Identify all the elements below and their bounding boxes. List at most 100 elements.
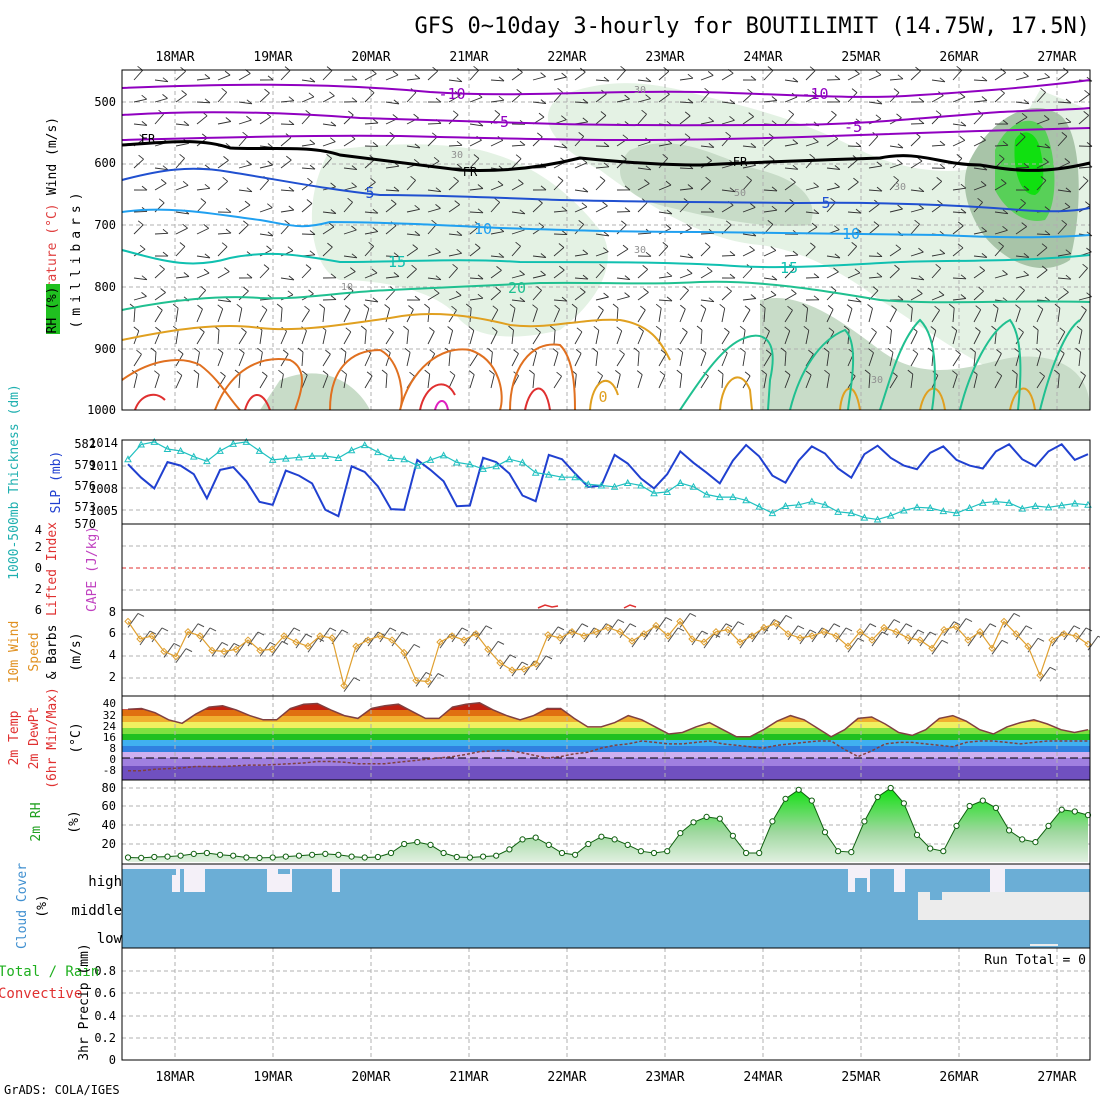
upper-wind-barb bbox=[427, 374, 431, 389]
rh-point bbox=[532, 834, 539, 841]
contour-label: FR bbox=[463, 165, 478, 179]
upper-wind-barb bbox=[658, 211, 672, 215]
wind-barb bbox=[295, 633, 307, 649]
upper-wind-barb bbox=[918, 187, 925, 192]
ytick-label: 6 bbox=[109, 626, 116, 640]
rh-point bbox=[453, 853, 460, 861]
upper-wind-barb bbox=[364, 245, 375, 257]
upper-wind-barb bbox=[1015, 374, 1018, 389]
thickness-point bbox=[347, 446, 356, 454]
wind-barb bbox=[523, 660, 535, 676]
band bbox=[122, 746, 1090, 752]
upper-wind-barb bbox=[241, 327, 247, 333]
contour-label: -10 bbox=[801, 85, 828, 103]
pressure-axis-label: (millibars) bbox=[69, 187, 84, 328]
wind-speed-point bbox=[172, 652, 180, 661]
upper-wind-barb bbox=[603, 76, 610, 82]
upper-wind-barb bbox=[811, 222, 818, 228]
band bbox=[122, 710, 1090, 716]
upper-wind-barb bbox=[637, 292, 649, 301]
contour-label: 20 bbox=[508, 279, 526, 297]
upper-wind-barb bbox=[280, 331, 288, 345]
upper-wind-barb bbox=[705, 176, 711, 182]
upper-wind-barb bbox=[603, 142, 610, 147]
upper-wind-barb bbox=[364, 122, 379, 125]
upper-wind-barb bbox=[855, 227, 862, 233]
wind-speed-point bbox=[136, 635, 144, 643]
upper-wind-barb bbox=[939, 249, 946, 254]
upper-wind-barb bbox=[1064, 202, 1071, 208]
upper-wind-barb bbox=[931, 253, 945, 257]
contour-label: 30 bbox=[451, 150, 463, 161]
upper-wind-barb bbox=[220, 371, 226, 377]
upper-wind-barb bbox=[133, 70, 143, 81]
wind-barb bbox=[583, 627, 595, 643]
wind-barb bbox=[883, 619, 895, 634]
wind-label: Wind (m/s) bbox=[45, 117, 60, 195]
cloud-high-block bbox=[172, 869, 176, 875]
upper-wind-barb bbox=[729, 251, 736, 256]
upper-wind-barb bbox=[889, 78, 903, 81]
upper-wind-barb bbox=[364, 92, 375, 103]
upper-wind-barb bbox=[1036, 375, 1045, 389]
upper-wind-barb bbox=[308, 92, 315, 98]
upper-wind-barb bbox=[981, 76, 988, 82]
thickness-point bbox=[873, 515, 882, 523]
upper-wind-barb bbox=[910, 136, 921, 147]
wind-barb bbox=[161, 627, 169, 632]
wind-barb bbox=[413, 644, 421, 648]
upper-wind-barb bbox=[805, 70, 816, 81]
upper-wind-barb bbox=[687, 184, 694, 189]
upper-wind-barb bbox=[847, 246, 858, 257]
lifted-index-panel: 4 2 0 2 6 Lifted Index CAPE (J/kg) bbox=[35, 522, 1091, 617]
wind-barb bbox=[221, 641, 229, 646]
thickness-point bbox=[913, 503, 921, 511]
date-label: 19MAR bbox=[253, 1070, 292, 1085]
upper-wind-barb bbox=[435, 204, 441, 209]
wind-barb bbox=[1051, 631, 1063, 647]
wind-speed-point bbox=[592, 628, 600, 636]
wind-barb bbox=[739, 633, 751, 649]
upper-wind-barb bbox=[721, 119, 735, 125]
date-label: 25MAR bbox=[841, 50, 880, 65]
upper-wind-barb bbox=[280, 224, 291, 235]
upper-wind-barb bbox=[511, 353, 519, 367]
upper-wind-barb bbox=[771, 205, 778, 211]
thickness-point bbox=[334, 453, 343, 461]
upper-wind-barb bbox=[1015, 136, 1026, 147]
upper-wind-barb bbox=[784, 113, 795, 125]
upper-wind-barb bbox=[301, 181, 313, 191]
upper-wind-barb bbox=[994, 273, 1008, 279]
upper-wind-barb bbox=[532, 202, 543, 213]
upper-wind-barb bbox=[532, 331, 541, 345]
upper-wind-barb bbox=[1086, 231, 1093, 237]
upper-wind-barb bbox=[833, 267, 839, 273]
slp-line bbox=[127, 443, 1089, 518]
upper-wind-barb bbox=[1043, 115, 1050, 120]
wind-barb bbox=[727, 621, 739, 636]
wind-barb bbox=[859, 623, 871, 639]
date-label: 18MAR bbox=[155, 1070, 194, 1085]
rh-point bbox=[743, 849, 750, 857]
upper-wind-barb bbox=[266, 245, 272, 251]
upper-wind-barb bbox=[616, 277, 630, 281]
contour-label: 30 bbox=[634, 85, 646, 96]
date-label: 25MAR bbox=[841, 1070, 880, 1085]
upper-wind-barb bbox=[456, 163, 463, 169]
thickness-point bbox=[860, 513, 869, 521]
upper-wind-barb bbox=[490, 99, 504, 103]
wind-barb bbox=[257, 631, 265, 636]
wind-speed-point bbox=[988, 644, 996, 653]
upper-wind-barb bbox=[952, 370, 958, 376]
upper-wind-barb bbox=[571, 303, 578, 309]
upper-wind-barb bbox=[204, 253, 211, 259]
upper-wind-barb bbox=[414, 204, 420, 210]
upper-wind-barb bbox=[826, 167, 840, 170]
upper-wind-barb bbox=[343, 309, 351, 323]
cloud-level-labels: high middle low bbox=[71, 874, 122, 947]
rh-point bbox=[808, 797, 815, 804]
upper-wind-barb bbox=[637, 98, 651, 103]
upper-wind-barb bbox=[175, 70, 186, 81]
wind-barb bbox=[797, 625, 805, 630]
upper-wind-barb bbox=[162, 251, 169, 257]
